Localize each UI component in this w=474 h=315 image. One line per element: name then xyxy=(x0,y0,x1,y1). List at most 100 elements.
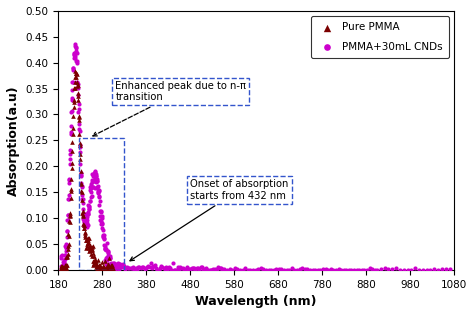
PMMA+30mL CNDs xyxy=(306,267,314,272)
Pure PMMA xyxy=(76,141,83,146)
PMMA+30mL CNDs xyxy=(244,267,252,272)
PMMA+30mL CNDs xyxy=(114,263,122,268)
PMMA+30mL CNDs xyxy=(165,265,173,270)
PMMA+30mL CNDs xyxy=(278,266,285,271)
PMMA+30mL CNDs xyxy=(67,109,75,114)
Pure PMMA xyxy=(74,94,82,99)
PMMA+30mL CNDs xyxy=(70,50,78,55)
PMMA+30mL CNDs xyxy=(288,266,296,271)
Pure PMMA xyxy=(78,190,85,195)
PMMA+30mL CNDs xyxy=(231,266,238,271)
PMMA+30mL CNDs xyxy=(115,266,122,272)
Pure PMMA xyxy=(106,267,114,272)
Pure PMMA xyxy=(103,264,111,269)
Pure PMMA xyxy=(71,79,79,84)
PMMA+30mL CNDs xyxy=(110,266,118,271)
PMMA+30mL CNDs xyxy=(332,267,340,272)
PMMA+30mL CNDs xyxy=(100,232,108,238)
PMMA+30mL CNDs xyxy=(361,267,368,272)
Pure PMMA xyxy=(77,181,85,186)
PMMA+30mL CNDs xyxy=(96,213,103,218)
PMMA+30mL CNDs xyxy=(63,228,71,233)
PMMA+30mL CNDs xyxy=(69,68,77,73)
PMMA+30mL CNDs xyxy=(106,254,114,259)
Pure PMMA xyxy=(108,267,116,272)
Pure PMMA xyxy=(109,267,116,272)
Pure PMMA xyxy=(105,266,112,272)
PMMA+30mL CNDs xyxy=(68,98,75,103)
PMMA+30mL CNDs xyxy=(73,80,81,85)
PMMA+30mL CNDs xyxy=(74,93,82,98)
PMMA+30mL CNDs xyxy=(171,267,179,272)
PMMA+30mL CNDs xyxy=(180,267,188,272)
PMMA+30mL CNDs xyxy=(226,266,233,271)
PMMA+30mL CNDs xyxy=(88,179,95,184)
Pure PMMA xyxy=(93,263,100,268)
PMMA+30mL CNDs xyxy=(178,265,185,270)
PMMA+30mL CNDs xyxy=(128,265,136,270)
PMMA+30mL CNDs xyxy=(91,175,99,180)
PMMA+30mL CNDs xyxy=(438,266,446,272)
PMMA+30mL CNDs xyxy=(82,224,90,229)
Pure PMMA xyxy=(90,259,98,264)
Pure PMMA xyxy=(102,267,109,272)
PMMA+30mL CNDs xyxy=(90,174,98,179)
PMMA+30mL CNDs xyxy=(71,42,78,47)
PMMA+30mL CNDs xyxy=(194,266,202,271)
PMMA+30mL CNDs xyxy=(129,265,137,270)
PMMA+30mL CNDs xyxy=(101,243,109,248)
PMMA+30mL CNDs xyxy=(103,263,111,268)
PMMA+30mL CNDs xyxy=(59,265,66,270)
PMMA+30mL CNDs xyxy=(100,235,108,240)
PMMA+30mL CNDs xyxy=(112,266,119,271)
Pure PMMA xyxy=(95,264,102,269)
PMMA+30mL CNDs xyxy=(94,178,101,183)
PMMA+30mL CNDs xyxy=(61,253,69,258)
PMMA+30mL CNDs xyxy=(84,223,91,228)
PMMA+30mL CNDs xyxy=(107,261,115,266)
Pure PMMA xyxy=(92,259,100,264)
PMMA+30mL CNDs xyxy=(62,245,70,250)
Pure PMMA xyxy=(98,260,105,265)
PMMA+30mL CNDs xyxy=(173,267,180,272)
PMMA+30mL CNDs xyxy=(64,228,71,233)
Pure PMMA xyxy=(107,266,114,272)
PMMA+30mL CNDs xyxy=(280,267,288,272)
PMMA+30mL CNDs xyxy=(81,212,89,217)
PMMA+30mL CNDs xyxy=(139,264,147,269)
Pure PMMA xyxy=(64,253,71,258)
Pure PMMA xyxy=(108,263,115,268)
Pure PMMA xyxy=(83,237,91,242)
PMMA+30mL CNDs xyxy=(193,265,201,270)
Pure PMMA xyxy=(73,83,81,89)
PMMA+30mL CNDs xyxy=(61,257,68,262)
PMMA+30mL CNDs xyxy=(91,170,99,175)
PMMA+30mL CNDs xyxy=(81,219,88,224)
PMMA+30mL CNDs xyxy=(63,235,71,240)
PMMA+30mL CNDs xyxy=(63,243,70,248)
PMMA+30mL CNDs xyxy=(82,223,90,228)
Pure PMMA xyxy=(74,91,82,96)
PMMA+30mL CNDs xyxy=(96,198,104,203)
PMMA+30mL CNDs xyxy=(270,267,277,272)
PMMA+30mL CNDs xyxy=(115,265,123,270)
Pure PMMA xyxy=(81,230,89,235)
PMMA+30mL CNDs xyxy=(208,267,216,272)
Pure PMMA xyxy=(101,267,109,272)
PMMA+30mL CNDs xyxy=(260,266,267,272)
Pure PMMA xyxy=(106,267,113,272)
Pure PMMA xyxy=(88,251,95,256)
PMMA+30mL CNDs xyxy=(73,44,80,49)
PMMA+30mL CNDs xyxy=(67,130,75,135)
Pure PMMA xyxy=(104,262,112,267)
PMMA+30mL CNDs xyxy=(59,266,67,271)
Pure PMMA xyxy=(59,265,66,270)
PMMA+30mL CNDs xyxy=(74,110,82,115)
PMMA+30mL CNDs xyxy=(377,266,384,272)
PMMA+30mL CNDs xyxy=(80,216,88,221)
Pure PMMA xyxy=(100,267,107,272)
PMMA+30mL CNDs xyxy=(151,263,158,268)
Pure PMMA xyxy=(86,247,93,252)
PMMA+30mL CNDs xyxy=(68,95,76,100)
X-axis label: Wavelength (nm): Wavelength (nm) xyxy=(195,295,317,308)
